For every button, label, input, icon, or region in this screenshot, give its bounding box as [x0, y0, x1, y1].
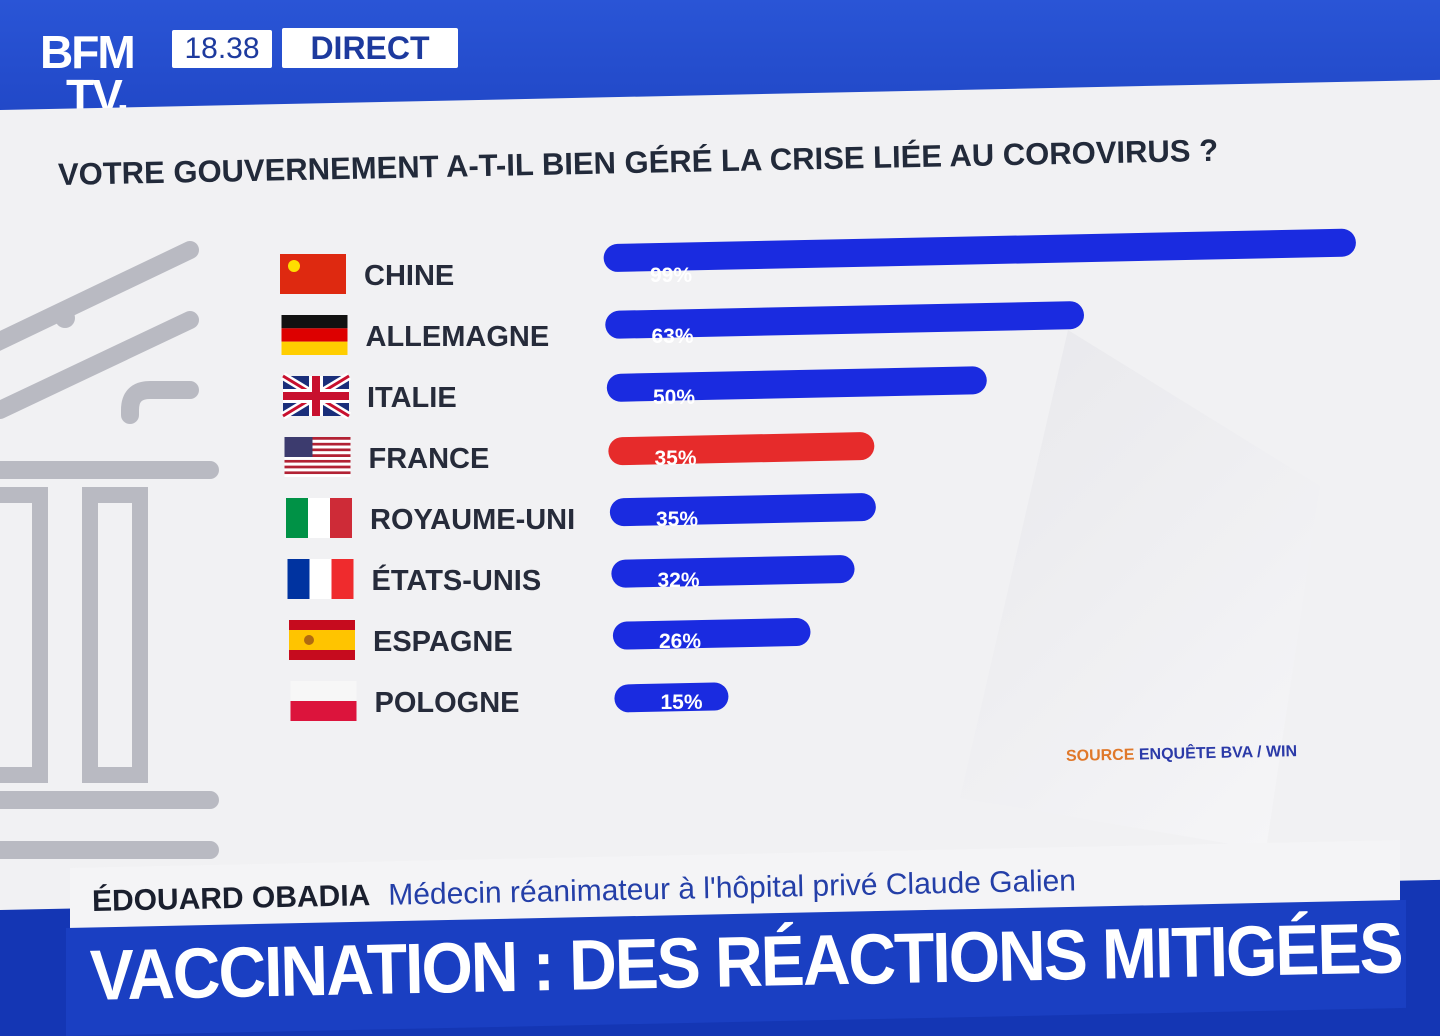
category-label: CHINE — [364, 260, 454, 292]
uk-flag-icon — [280, 372, 352, 420]
france-flag-icon — [287, 559, 354, 599]
chart-row: ITALIE 50% — [280, 366, 987, 420]
value-label: 15% — [661, 691, 703, 714]
live-badge: DIRECT — [282, 28, 458, 68]
building-decoration-icon — [0, 241, 219, 859]
category-label: ÉTATS-UNIS — [372, 563, 542, 597]
poland-flag-icon — [290, 681, 357, 721]
category-label: ALLEMAGNE — [366, 321, 550, 353]
bar — [612, 618, 811, 650]
clock-time: 18.38 — [172, 30, 272, 68]
value-label: 32% — [658, 569, 700, 592]
source-value: ENQUÊTE BVA / WIN — [1138, 743, 1298, 764]
chart-row: CHINE 99% — [280, 228, 1356, 294]
value-label: 35% — [655, 447, 697, 470]
source-key: SOURCE — [1065, 746, 1135, 765]
logo-line-1: BFM — [40, 26, 136, 78]
bar — [603, 228, 1356, 272]
chart-panel: VOTRE GOUVERNEMENT A-T-IL BIEN GÉRÉ LA C… — [0, 79, 1440, 910]
spain-flag-icon — [289, 620, 355, 660]
value-label: 99% — [650, 264, 692, 287]
value-label: 50% — [653, 386, 695, 409]
category-label: FRANCE — [369, 443, 490, 475]
value-label: 35% — [656, 508, 698, 531]
category-label: ITALIE — [367, 382, 457, 414]
usa-flag-icon — [284, 437, 351, 477]
chart-row: ESPAGNE 26% — [289, 618, 811, 660]
category-label: ROYAUME-UNI — [370, 504, 575, 536]
category-label: ESPAGNE — [373, 626, 513, 658]
bar — [605, 301, 1084, 339]
bar — [608, 432, 875, 466]
category-label: POLOGNE — [375, 687, 520, 719]
bar — [609, 493, 876, 527]
germany-flag-icon — [281, 315, 348, 355]
italy-flag-icon — [286, 498, 352, 538]
china-flag-icon — [280, 254, 346, 294]
chart-row: ÉTATS-UNIS 32% — [287, 555, 855, 599]
bar — [614, 682, 729, 713]
chart-row: ALLEMAGNE 63% — [281, 301, 1084, 355]
value-label: 63% — [652, 325, 694, 348]
chart-row: ROYAUME-UNI 35% — [286, 493, 876, 538]
chart-row: POLOGNE 15% — [290, 681, 729, 721]
bar — [606, 366, 987, 402]
value-label: 26% — [659, 630, 701, 653]
bar — [611, 555, 855, 588]
speaker-name: ÉDOUARD OBADIA — [91, 879, 371, 918]
chart-row: FRANCE 35% — [284, 432, 875, 477]
bar-chart: CHINE 99%ALLEMAGNE 63%ITALIE 50%FRANCE 35%RO… — [280, 228, 1356, 721]
